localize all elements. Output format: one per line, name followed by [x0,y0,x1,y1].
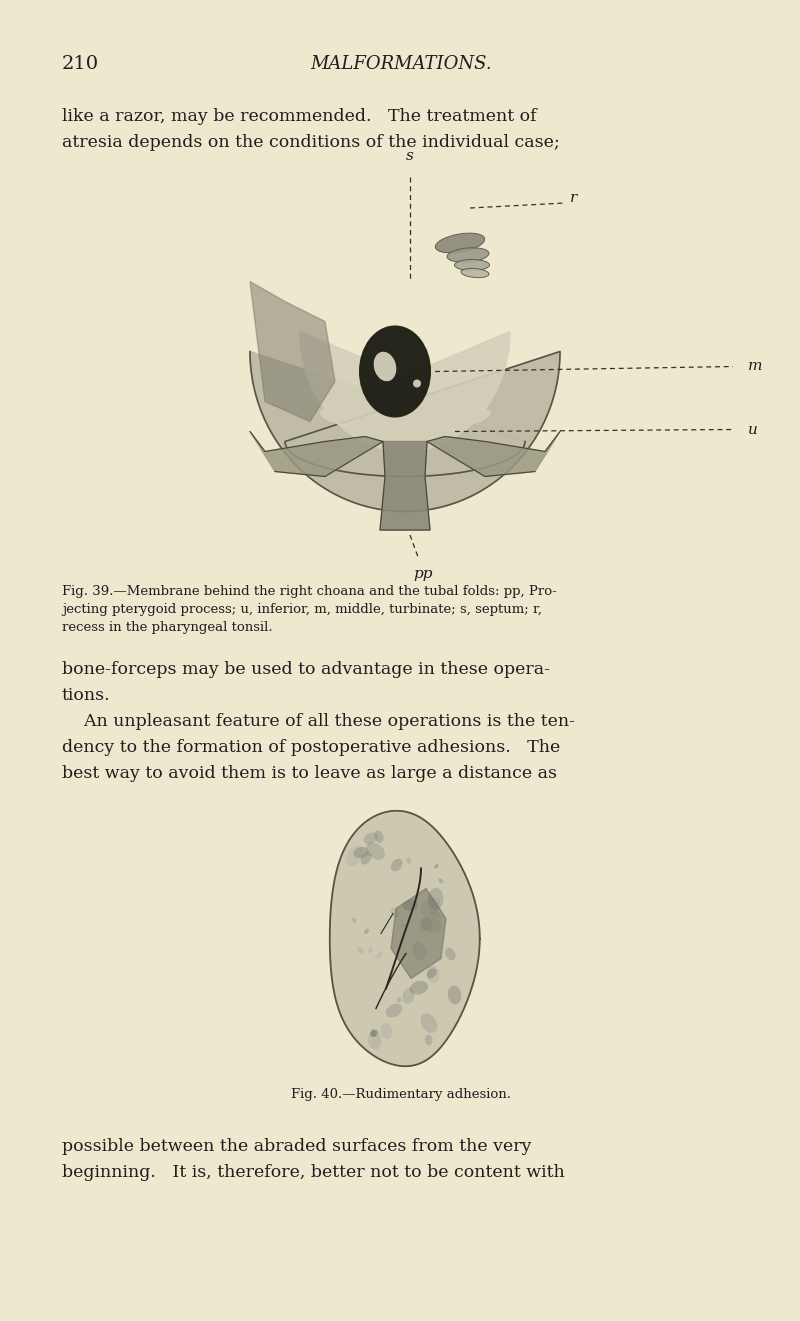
Text: recess in the pharyngeal tonsil.: recess in the pharyngeal tonsil. [62,621,273,634]
Text: atresia depends on the conditions of the individual case;: atresia depends on the conditions of the… [62,133,560,151]
Text: dency to the formation of postoperative adhesions.   The: dency to the formation of postoperative … [62,738,560,756]
Text: pp: pp [414,567,433,581]
Text: u: u [748,423,758,436]
Ellipse shape [401,923,406,927]
Ellipse shape [386,1004,402,1017]
Ellipse shape [391,859,402,872]
Ellipse shape [420,897,440,917]
Text: like a razor, may be recommended.   The treatment of: like a razor, may be recommended. The tr… [62,108,537,125]
Ellipse shape [364,929,369,934]
Polygon shape [250,281,335,421]
Ellipse shape [360,326,430,416]
Polygon shape [300,332,510,452]
Polygon shape [391,889,446,979]
Ellipse shape [402,988,414,1004]
Text: An unpleasant feature of all these operations is the ten-: An unpleasant feature of all these opera… [62,713,575,731]
Ellipse shape [461,268,489,277]
Text: s: s [406,149,414,162]
Ellipse shape [366,843,385,860]
Ellipse shape [425,1034,432,1045]
Polygon shape [380,441,430,530]
Ellipse shape [381,1022,392,1040]
Ellipse shape [419,915,432,931]
Ellipse shape [361,852,371,865]
Polygon shape [250,351,560,511]
Text: jecting pterygoid process; u, inferior, m, middle, turbinate; s, septum; r,: jecting pterygoid process; u, inferior, … [62,602,542,616]
Ellipse shape [374,831,384,843]
Ellipse shape [397,996,402,1003]
Text: Fig. 39.—Membrane behind the right choana and the tubal folds: pp, Pro-: Fig. 39.—Membrane behind the right choan… [62,585,557,598]
Ellipse shape [412,942,426,960]
Ellipse shape [354,847,369,859]
Text: possible between the abraded surfaces from the very: possible between the abraded surfaces fr… [62,1137,531,1155]
Ellipse shape [368,1030,382,1050]
Ellipse shape [454,259,490,271]
Ellipse shape [435,232,485,252]
Ellipse shape [402,900,418,911]
Text: beginning.   It is, therefore, better not to be content with: beginning. It is, therefore, better not … [62,1164,565,1181]
Ellipse shape [406,857,411,864]
Ellipse shape [346,845,364,865]
Ellipse shape [447,248,489,262]
Ellipse shape [445,947,455,960]
Ellipse shape [421,1013,438,1033]
Ellipse shape [413,379,421,387]
Polygon shape [330,811,480,1066]
Polygon shape [427,432,560,477]
Ellipse shape [434,864,438,869]
Text: 210: 210 [62,55,99,73]
Text: MALFORMATIONS.: MALFORMATIONS. [310,55,492,73]
Text: best way to avoid them is to leave as large a distance as: best way to avoid them is to leave as la… [62,765,557,782]
Ellipse shape [448,985,462,1004]
Ellipse shape [438,878,443,884]
Text: tions.: tions. [62,687,110,704]
Ellipse shape [428,888,443,910]
Ellipse shape [376,952,382,959]
Ellipse shape [370,1029,376,1037]
Text: r: r [570,192,578,205]
Ellipse shape [374,351,396,382]
Ellipse shape [426,968,437,979]
Polygon shape [250,432,383,477]
Ellipse shape [430,910,440,918]
Ellipse shape [352,918,357,923]
Ellipse shape [358,947,363,954]
Ellipse shape [427,966,439,983]
Text: bone-forceps may be used to advantage in these opera-: bone-forceps may be used to advantage in… [62,660,550,678]
Ellipse shape [410,982,428,995]
Ellipse shape [370,1029,378,1037]
Ellipse shape [391,908,399,918]
Text: m: m [748,359,762,374]
Ellipse shape [422,918,442,933]
Ellipse shape [364,832,378,844]
Ellipse shape [368,947,373,954]
Text: Fig. 40.—Rudimentary adhesion.: Fig. 40.—Rudimentary adhesion. [291,1089,511,1100]
